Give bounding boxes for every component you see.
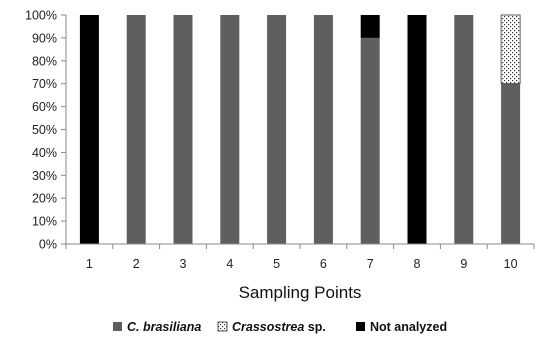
bars-layer <box>79 14 521 245</box>
bar-segment-1-series-3 <box>79 15 99 244</box>
x-tick-label: 3 <box>180 257 187 271</box>
legend-swatch <box>217 321 228 332</box>
bar-segment-10-series-2 <box>500 14 521 85</box>
bar-segment-2-series-1 <box>126 15 146 244</box>
x-tick-label: 10 <box>504 257 518 271</box>
legend-label: Not analyzed <box>370 320 447 334</box>
y-tick-label: 10% <box>32 215 57 229</box>
x-tick-label: 8 <box>414 257 421 271</box>
y-tick-label: 60% <box>32 100 57 114</box>
x-tick-label: 7 <box>367 257 374 271</box>
bar-segment-7-series-3 <box>360 15 380 38</box>
legend-label: Crassostrea sp. <box>232 320 326 334</box>
bar-segment-5-series-1 <box>267 15 287 244</box>
x-tick-label: 9 <box>460 257 467 271</box>
bar-segment-7-series-1 <box>360 37 380 245</box>
y-tick-label: 0% <box>39 238 57 252</box>
legend: C. brasiliana Crassostrea sp. Not analyzed <box>113 320 447 334</box>
y-tick-label: 50% <box>32 123 57 137</box>
x-tick-label: 4 <box>226 257 233 271</box>
y-tick-label: 70% <box>32 77 57 91</box>
y-tick-label: 80% <box>32 54 57 68</box>
bar-segment-9-series-1 <box>454 15 474 244</box>
legend-swatch <box>356 322 365 331</box>
x-axis-title: Sampling Points <box>239 283 362 302</box>
bar-segment-6-series-1 <box>313 15 333 244</box>
legend-label: C. brasiliana <box>127 320 201 334</box>
x-tick-label: 6 <box>320 257 327 271</box>
x-tick-label: 1 <box>86 257 93 271</box>
axes-layer: 0% 10% 20% 30% 40% 50% 60% 70% 80% 90% 100% 1 2 3 4 5 6 7… <box>25 9 535 271</box>
x-tick-label: 5 <box>273 257 280 271</box>
y-tick-label: 100% <box>25 9 57 23</box>
y-tick-label: 90% <box>32 31 57 45</box>
x-tick-label: 2 <box>133 257 140 271</box>
bar-segment-3-series-1 <box>173 15 193 244</box>
y-tick-label: 30% <box>32 169 57 183</box>
y-tick-label: 40% <box>32 146 57 160</box>
y-tick-label: 20% <box>32 192 57 206</box>
bar-segment-4-series-1 <box>220 15 240 244</box>
bar-segment-8-series-3 <box>407 15 427 244</box>
legend-swatch <box>113 322 122 331</box>
bar-segment-10-series-1 <box>501 83 521 244</box>
